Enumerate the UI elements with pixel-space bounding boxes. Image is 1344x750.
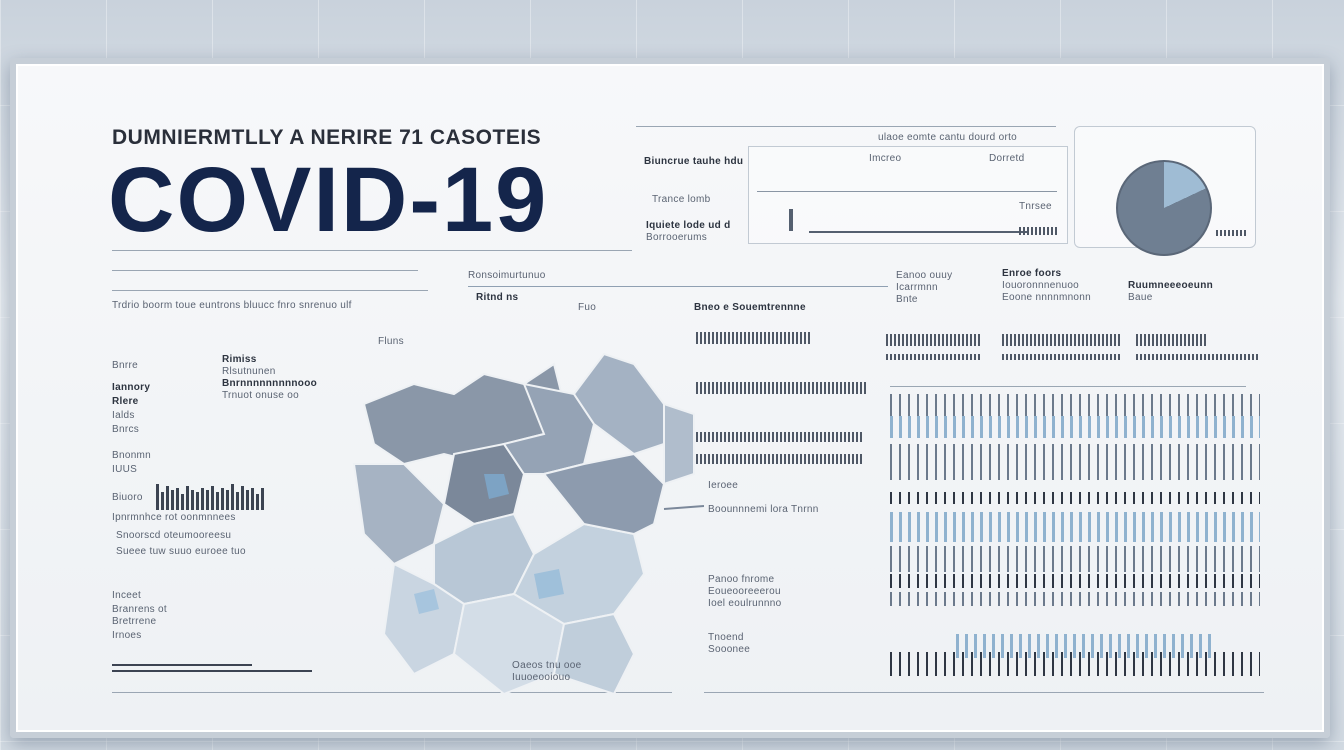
left-label: Branrens ot bbox=[112, 604, 167, 615]
top-chart-ticks bbox=[1019, 227, 1059, 235]
left-right-label: Bnrnnnnnnnnnooo bbox=[222, 378, 318, 389]
left-label: Biuoro bbox=[112, 492, 143, 503]
top-chart-header: Dorretd bbox=[989, 153, 1025, 164]
left-label: Bnonmn bbox=[112, 450, 152, 461]
middle-item: Sooonee bbox=[708, 644, 751, 655]
map-label: Ronsoimurtunuo bbox=[468, 270, 546, 281]
right-strip-chart bbox=[890, 592, 1260, 606]
left-panel-heading: Trdrio boorm toue euntrons bluucc fnro s… bbox=[112, 300, 352, 311]
right-strip-chart bbox=[890, 444, 1260, 480]
pie-chart bbox=[1116, 160, 1212, 256]
left-label: Bnrre bbox=[112, 360, 138, 371]
map-footer: Oaeos tnu ooe bbox=[512, 660, 582, 671]
right-label: Eanoo ouuy bbox=[896, 270, 953, 281]
left-panel-rule bbox=[112, 290, 428, 291]
middle-item: Panoo fnrome bbox=[708, 574, 775, 585]
middle-item: Boounnnemi lora Tnrnn bbox=[708, 504, 819, 515]
middle-panel-title: Bneo e Souemtrennne bbox=[694, 302, 806, 313]
left-panel-rule bbox=[112, 270, 418, 271]
top-chart-header: Imcreo bbox=[869, 153, 902, 164]
map-region-highlight bbox=[414, 589, 439, 614]
right-strip-chart bbox=[956, 634, 1216, 658]
left-progress-bar bbox=[112, 670, 312, 672]
right-label: Iouoronnnenuoo bbox=[1002, 280, 1080, 291]
left-label: Sueee tuw suuo euroee tuo bbox=[116, 546, 246, 557]
map-leader-line bbox=[468, 286, 888, 287]
middle-tick-row bbox=[696, 332, 812, 344]
right-strip-chart bbox=[890, 546, 1260, 572]
map-label: Ritnd ns bbox=[476, 292, 519, 303]
middle-tick-row bbox=[696, 454, 862, 464]
right-tick-row bbox=[1002, 354, 1120, 360]
right-tick-row bbox=[1136, 354, 1258, 360]
region-map bbox=[352, 352, 705, 696]
right-strip-chart bbox=[890, 574, 1260, 588]
left-label: IUUS bbox=[112, 464, 138, 475]
left-label: Iannory bbox=[112, 382, 151, 393]
cases-map bbox=[334, 324, 705, 714]
header-title: COVID-19 bbox=[108, 149, 549, 251]
header-subtitle: DUMNIERMTLLY A NERIRE 71 CASOTEIS bbox=[112, 126, 542, 149]
middle-item: Ieroee bbox=[708, 480, 739, 491]
top-stat-label: Biuncrue tauhe hdu bbox=[644, 156, 744, 167]
left-right-label: Rlsutnunen bbox=[222, 366, 276, 377]
map-region-highlight bbox=[484, 474, 509, 499]
map-region bbox=[352, 463, 446, 566]
left-bottom-rule bbox=[112, 692, 672, 693]
right-strip-chart bbox=[890, 492, 1260, 504]
top-strip-rule bbox=[636, 126, 1056, 127]
top-trend-chart: Imcreo Dorretd Tnrsee bbox=[748, 146, 1068, 244]
map-label: Fuo bbox=[578, 302, 597, 313]
right-label: Bnte bbox=[896, 294, 918, 305]
left-mini-bar-chart bbox=[156, 480, 264, 510]
left-label: Irnoes bbox=[112, 630, 142, 641]
middle-item: Eoueooreeerou bbox=[708, 586, 781, 597]
left-label: Snoorscd oteumooreesu bbox=[116, 530, 232, 541]
middle-item: Ioel eoulrunnno bbox=[708, 598, 782, 609]
left-progress-bar bbox=[112, 664, 252, 666]
map-region bbox=[542, 452, 666, 536]
left-label: Bretrrene bbox=[112, 616, 157, 627]
top-stat-label: Iquiete lode ud d bbox=[646, 220, 731, 231]
right-tick-row bbox=[886, 334, 980, 346]
left-right-label: Rimiss bbox=[222, 354, 257, 365]
left-label: Ialds bbox=[112, 410, 135, 421]
dashboard-board: DUMNIERMTLLY A NERIRE 71 CASOTEIS COVID-… bbox=[10, 58, 1330, 738]
right-label: Ruumneeeoeunn bbox=[1128, 280, 1214, 291]
map-footer: Iuuoeooiouo bbox=[512, 672, 571, 683]
right-strip-chart bbox=[890, 512, 1260, 542]
middle-tick-row bbox=[696, 432, 862, 442]
right-tick-row bbox=[1136, 334, 1208, 346]
map-region bbox=[552, 612, 636, 696]
left-label: Ipnrmnhce rot oonmnnees bbox=[112, 512, 236, 523]
right-tick-row bbox=[1002, 334, 1120, 346]
right-tick-row bbox=[886, 354, 980, 360]
top-strip-header: ulaoe eomte cantu dourd orto bbox=[878, 132, 1018, 143]
map-region-highlight bbox=[534, 569, 564, 599]
right-label: Enroe foors bbox=[1002, 268, 1062, 279]
right-chart-top-rule bbox=[890, 386, 1246, 387]
top-stat-label: Trance lomb bbox=[652, 194, 711, 205]
left-label: Bnrcs bbox=[112, 424, 140, 435]
right-label: Baue bbox=[1128, 292, 1153, 303]
right-strip-chart bbox=[890, 416, 1260, 438]
map-label: Fluns bbox=[378, 336, 404, 347]
pie-legend-ticks bbox=[1216, 230, 1246, 236]
top-stat-label: Borrooerums bbox=[646, 232, 708, 243]
header-divider bbox=[112, 250, 632, 251]
left-label: Inceet bbox=[112, 590, 142, 601]
middle-tick-row bbox=[696, 382, 866, 394]
map-pointer-line bbox=[663, 505, 705, 510]
middle-bottom-rule bbox=[704, 692, 1264, 693]
map-region bbox=[663, 402, 695, 486]
left-label: Rlere bbox=[112, 396, 139, 407]
top-chart-header: Tnrsee bbox=[1019, 201, 1052, 212]
middle-item: Tnoend bbox=[708, 632, 744, 643]
left-right-label: Trnuot onuse oo bbox=[222, 390, 299, 401]
right-label: Icarrmnn bbox=[896, 282, 938, 293]
right-label: Eoone nnnnmnonn bbox=[1002, 292, 1092, 303]
